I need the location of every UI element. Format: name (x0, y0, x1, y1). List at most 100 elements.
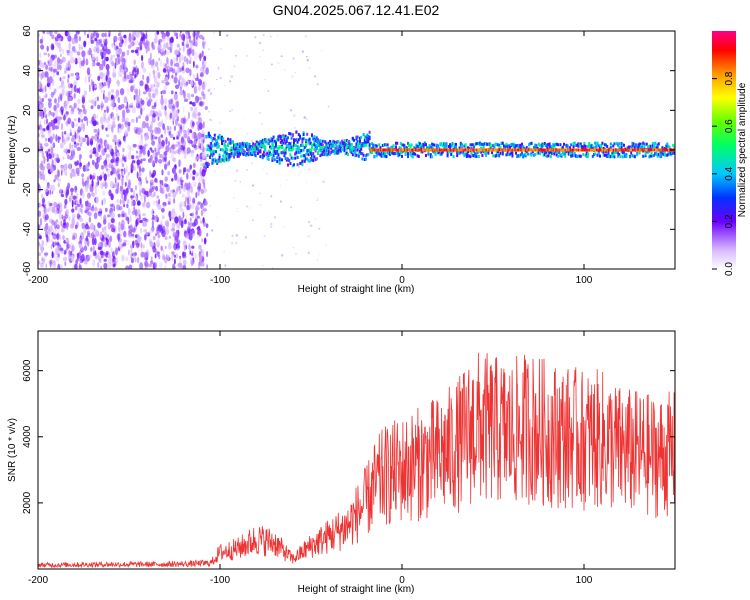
noise-speckle (181, 66, 184, 71)
noise-speckle (76, 142, 80, 146)
noise-speckle (91, 179, 94, 187)
signal-cell (427, 152, 430, 156)
signal-cell (297, 147, 300, 151)
signal-cell (590, 146, 593, 150)
signal-cell (245, 153, 247, 157)
noise-speckle (189, 129, 193, 134)
signal-cell (667, 144, 670, 148)
noise-speckle (38, 59, 41, 66)
colorbar-tick-label: 0.0 (724, 262, 735, 276)
noise-speckle (154, 147, 157, 153)
signal-cell (363, 134, 366, 138)
peak-line-cell (556, 148, 558, 152)
sparse-speckle (209, 87, 211, 90)
peak-line-cell (544, 148, 546, 152)
noise-speckle (56, 242, 60, 246)
signal-cell (233, 152, 235, 156)
signal-cell (350, 143, 353, 147)
signal-cell (555, 142, 558, 146)
noise-speckle (109, 203, 114, 207)
y-tick-label: -60 (22, 261, 33, 276)
signal-cell (309, 159, 312, 162)
noise-speckle (74, 186, 78, 191)
signal-cell (464, 145, 467, 149)
noise-speckle (112, 263, 116, 268)
noise-speckle (152, 245, 156, 253)
signal-cell (548, 142, 551, 146)
noise-speckle (165, 137, 168, 145)
signal-cell (510, 151, 513, 155)
noise-speckle (62, 256, 68, 262)
noise-speckle (43, 119, 46, 125)
peak-line-cell (660, 148, 663, 152)
signal-cell (450, 150, 453, 154)
noise-speckle (116, 152, 121, 157)
noise-speckle (73, 102, 78, 109)
signal-cell (458, 151, 461, 155)
noise-speckle (49, 31, 53, 37)
signal-cell (223, 143, 226, 147)
sparse-speckle (308, 221, 311, 223)
signal-cell (471, 143, 474, 147)
signal-cell (518, 154, 521, 158)
peak-line-cell (375, 148, 377, 152)
signal-cell (459, 150, 462, 154)
noise-speckle (58, 212, 62, 220)
noise-speckle (79, 162, 82, 167)
signal-cell (379, 146, 382, 150)
noise-speckle (145, 218, 149, 223)
noise-speckle (144, 42, 148, 49)
signal-cell (489, 146, 492, 150)
peak-line-cell (585, 148, 587, 152)
signal-cell (475, 155, 478, 158)
noise-speckle (202, 42, 205, 50)
signal-cell (405, 146, 408, 150)
signal-cell (239, 151, 241, 155)
peak-line-cell (422, 148, 424, 152)
noise-speckle (176, 149, 179, 154)
noise-speckle (169, 112, 172, 119)
noise-speckle (76, 146, 82, 151)
noise-speckle (172, 103, 175, 110)
noise-speckle (159, 183, 162, 189)
signal-cell (641, 143, 643, 147)
y-tick-label: 4000 (22, 425, 33, 448)
noise-speckle (151, 105, 156, 110)
noise-speckle (111, 116, 116, 121)
signal-cell (445, 145, 448, 149)
signal-cell (227, 158, 229, 162)
signal-cell (487, 151, 490, 155)
signal-cell (257, 151, 259, 155)
noise-speckle (125, 109, 131, 113)
signal-cell (225, 152, 228, 156)
noise-speckle (53, 60, 57, 68)
noise-speckle (138, 115, 142, 119)
signal-cell (302, 133, 305, 136)
peak-line-cell (530, 148, 532, 152)
noise-speckle (182, 34, 186, 43)
noise-speckle (58, 64, 62, 68)
noise-speckle (119, 123, 124, 130)
noise-speckle (172, 104, 175, 113)
signal-cell (252, 143, 255, 147)
noise-speckle (96, 175, 99, 181)
noise-speckle (101, 226, 105, 233)
noise-speckle (188, 138, 191, 144)
signal-cell (563, 152, 565, 156)
signal-cell (401, 154, 403, 158)
signal-cell (655, 153, 658, 156)
noise-speckle (54, 221, 57, 230)
signal-cell (263, 139, 265, 143)
signal-cell (543, 142, 546, 145)
signal-cell (453, 143, 456, 147)
noise-speckle (98, 258, 101, 262)
signal-cell (275, 151, 277, 155)
signal-cell (257, 144, 259, 148)
signal-cell (289, 162, 292, 165)
noise-speckle (94, 161, 99, 170)
noise-speckle (111, 152, 115, 160)
noise-speckle (203, 136, 205, 143)
noise-speckle (83, 31, 87, 36)
signal-cell (517, 145, 520, 149)
peak-line-cell (438, 148, 441, 152)
